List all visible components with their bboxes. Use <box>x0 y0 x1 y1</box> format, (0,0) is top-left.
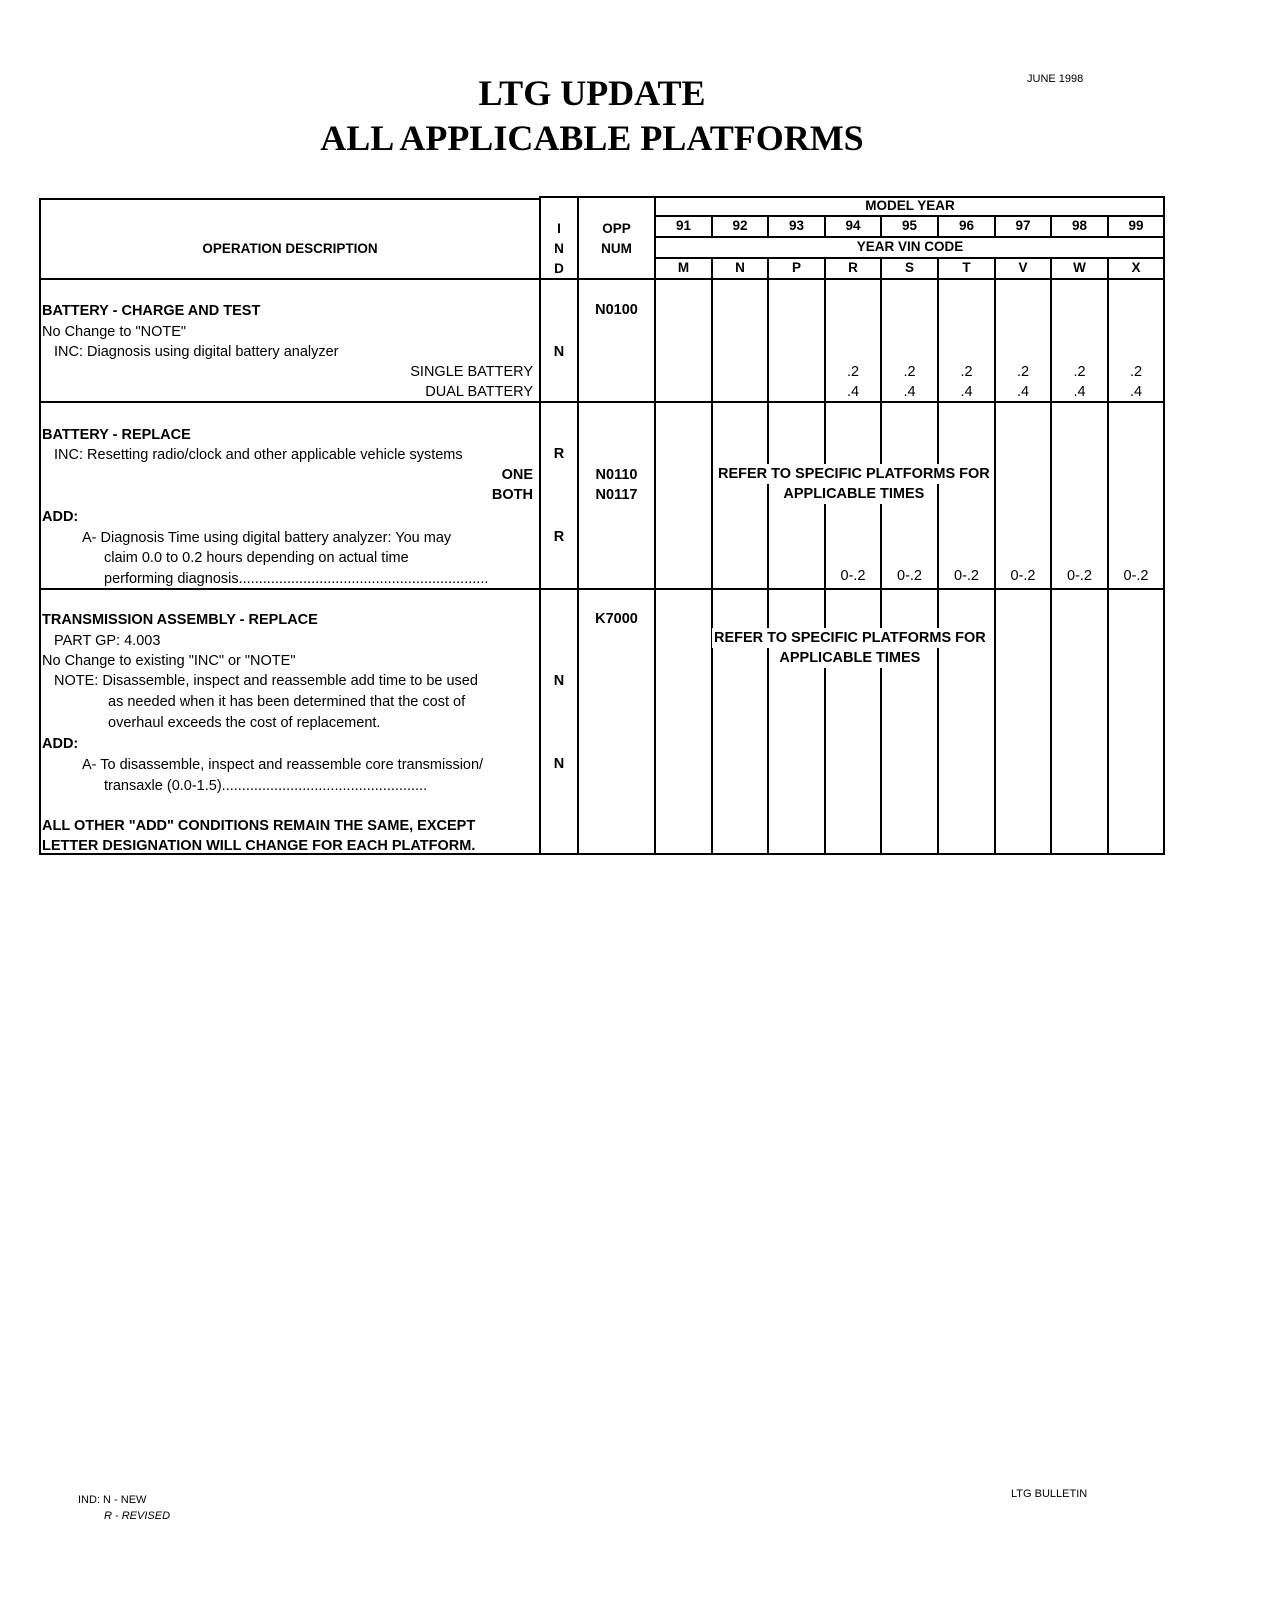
year-2: 93 <box>788 218 805 233</box>
vin-code-4: S <box>904 260 914 275</box>
desc-line: INC: Resetting radio/clock and other app… <box>54 447 463 463</box>
opp-num: N0117 <box>595 487 638 503</box>
single-battery-time: .2 <box>1073 364 1086 380</box>
ind-letter: I <box>557 221 561 236</box>
refer-line: REFER TO SPECIFIC PLATFORMS FOR <box>716 464 992 484</box>
year-3: 94 <box>845 218 861 233</box>
dual-battery-time: .4 <box>1016 384 1030 400</box>
ind-value: R <box>553 446 565 462</box>
year-0: 91 <box>675 218 692 233</box>
diagnosis-add-time: 0-.2 <box>840 568 866 584</box>
desc-line: as needed when it has been determined th… <box>108 694 466 710</box>
year-7: 98 <box>1071 218 1088 233</box>
desc-line: overhaul exceeds the cost of replacement… <box>108 715 381 731</box>
year-6: 97 <box>1015 218 1031 233</box>
desc-line: A- To disassemble, inspect and reassembl… <box>82 757 484 773</box>
model-year-header: MODEL YEAR <box>865 198 955 213</box>
ind-legend-new: IND: N - NEW <box>78 1494 147 1506</box>
single-battery-time: .2 <box>903 364 916 380</box>
dual-battery-time: .4 <box>1129 384 1143 400</box>
section-title: BATTERY - REPLACE <box>42 427 191 443</box>
opp-label: OPP <box>602 221 631 236</box>
year-5: 96 <box>958 218 975 233</box>
single-battery-time: .2 <box>1129 364 1143 380</box>
desc-line: A- Diagnosis Time using digital battery … <box>82 530 452 546</box>
vin-code-8: X <box>1131 260 1141 275</box>
ind-letter: N <box>554 241 564 256</box>
refer-line: APPLICABLE TIMES <box>777 648 923 668</box>
refer-line: REFER TO SPECIFIC PLATFORMS FOR <box>712 628 988 648</box>
desc-line: performing diagnosis....................… <box>104 571 489 587</box>
vin-code-2: P <box>791 260 801 275</box>
desc-line: NOTE: Disassemble, inspect and reassembl… <box>54 673 478 689</box>
vin-code-7: W <box>1073 260 1086 275</box>
desc-line: ALL OTHER "ADD" CONDITIONS REMAIN THE SA… <box>42 818 476 834</box>
document-title: LTG UPDATE <box>478 73 706 113</box>
desc-line: ADD: <box>42 509 79 525</box>
dual-battery-time: .4 <box>1073 384 1086 400</box>
ind-value: N <box>553 756 565 772</box>
col-header-operation-description: OPERATION DESCRIPTION <box>202 241 378 256</box>
vin-code-5: T <box>962 260 971 275</box>
vin-code-3: R <box>848 260 858 275</box>
vin-code-6: V <box>1018 260 1028 275</box>
single-battery-time: .2 <box>1016 364 1030 380</box>
dual-battery-time: .4 <box>846 384 860 400</box>
opp-num: K7000 <box>595 611 638 627</box>
desc-line: BOTH <box>491 487 533 503</box>
opp-num: N0100 <box>595 302 638 318</box>
diagnosis-add-time: 0-.2 <box>954 568 979 584</box>
document-subtitle: ALL APPLICABLE PLATFORMS <box>320 118 864 158</box>
desc-line: INC: Diagnosis using digital battery ana… <box>54 344 339 360</box>
ind-legend-revised: R - REVISED <box>104 1510 171 1522</box>
bulletin-label: LTG BULLETIN <box>1011 1488 1088 1500</box>
opp-num: N0110 <box>595 467 638 483</box>
ind-letter: D <box>554 261 564 276</box>
refer-line: APPLICABLE TIMES <box>781 484 927 504</box>
year-vin-code-header: YEAR VIN CODE <box>856 239 964 254</box>
desc-line: No Change to "NOTE" <box>42 324 187 340</box>
ind-value: N <box>553 673 565 689</box>
ind-value: N <box>553 344 565 360</box>
single-battery-time: .2 <box>846 364 860 380</box>
refer-note: REFER TO SPECIFIC PLATFORMS FOR APPLICAB… <box>712 628 988 668</box>
col-header-ind: I N D <box>540 219 578 279</box>
single-battery-time: .2 <box>960 364 973 380</box>
diagnosis-add-time: 0-.2 <box>897 568 922 584</box>
num-label: NUM <box>601 241 632 256</box>
vin-code-1: N <box>735 260 745 275</box>
col-header-opp-num: OPP NUM <box>578 219 655 259</box>
section-title: BATTERY - CHARGE AND TEST <box>42 303 261 319</box>
desc-line: transaxle (0.0-1.5).....................… <box>104 778 428 794</box>
dual-battery-time: .4 <box>903 384 916 400</box>
dual-battery-time: .4 <box>960 384 973 400</box>
section-title: TRANSMISSION ASSEMBLY - REPLACE <box>42 612 318 628</box>
document-date: JUNE 1998 <box>1027 73 1084 85</box>
desc-line: claim 0.0 to 0.2 hours depending on actu… <box>104 550 409 566</box>
ind-value: R <box>553 529 565 545</box>
diagnosis-add-time: 0-.2 <box>1123 568 1149 584</box>
year-8: 99 <box>1128 218 1144 233</box>
desc-line: PART GP: 4.003 <box>54 633 161 649</box>
vin-code-0: M <box>677 260 690 275</box>
desc-line: DUAL BATTERY <box>425 384 533 400</box>
desc-line: SINGLE BATTERY <box>410 364 533 380</box>
diagnosis-add-time: 0-.2 <box>1010 568 1036 584</box>
desc-line: LETTER DESIGNATION WILL CHANGE FOR EACH … <box>42 838 476 854</box>
desc-line: ADD: <box>42 736 79 752</box>
desc-line: No Change to existing "INC" or "NOTE" <box>42 653 296 669</box>
diagnosis-add-time: 0-.2 <box>1067 568 1092 584</box>
year-4: 95 <box>901 218 918 233</box>
refer-note: REFER TO SPECIFIC PLATFORMS FOR APPLICAB… <box>716 464 992 504</box>
year-1: 92 <box>732 218 748 233</box>
desc-line: ONE <box>501 467 533 483</box>
